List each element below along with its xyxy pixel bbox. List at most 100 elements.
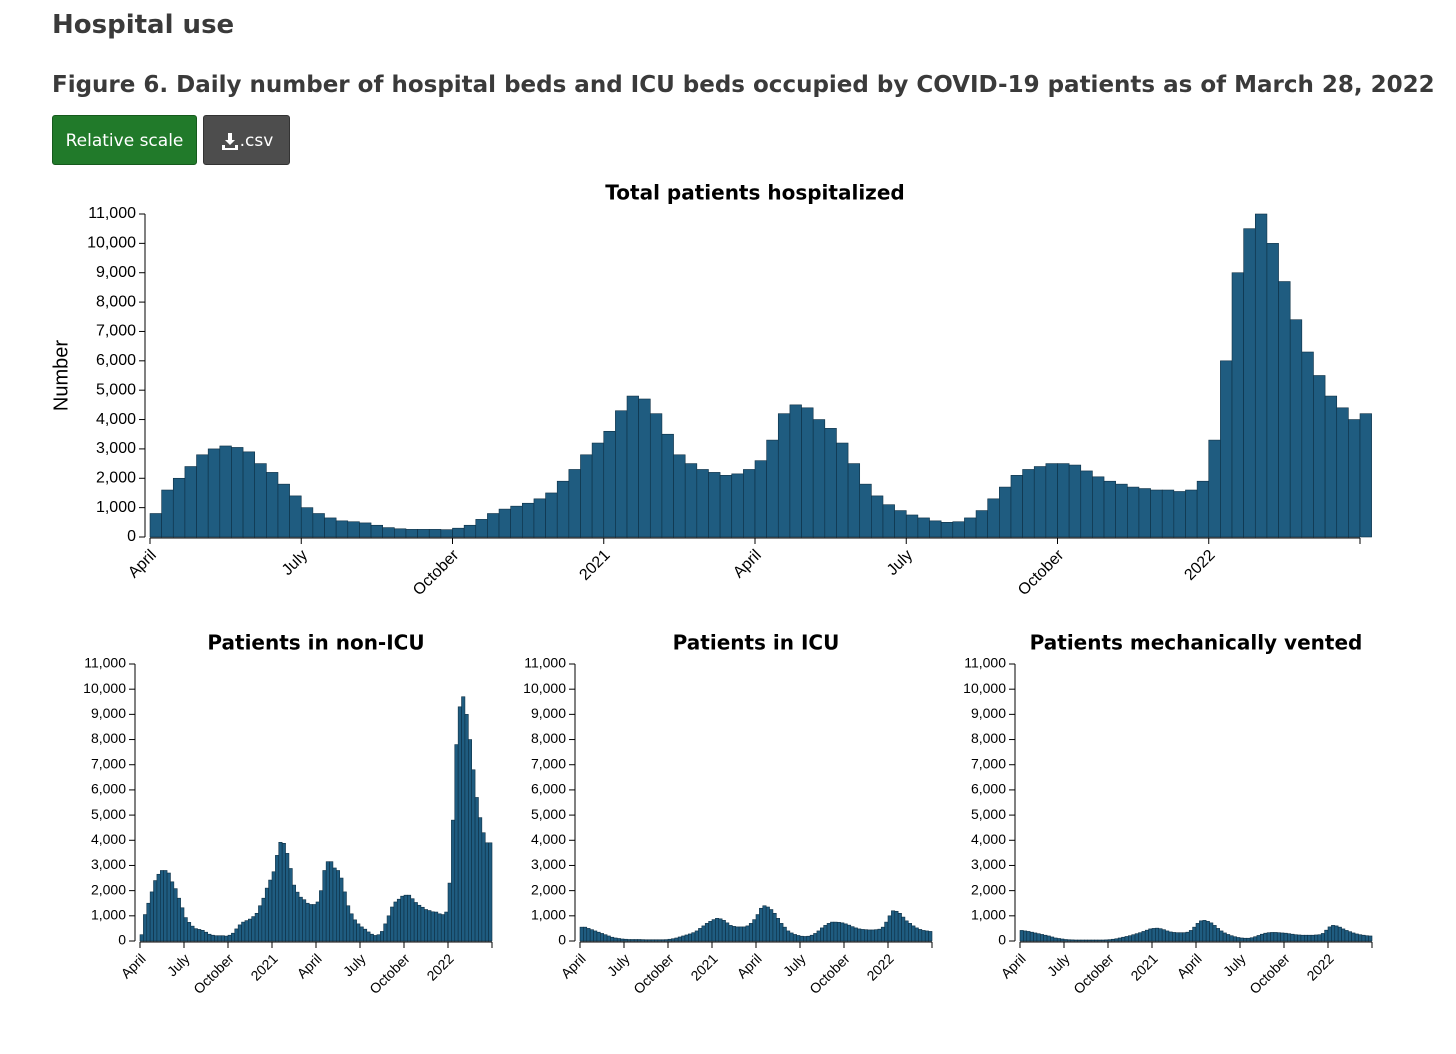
bar [1231, 272, 1244, 538]
bar [654, 939, 659, 942]
bar [1334, 925, 1339, 942]
bar [1341, 928, 1346, 942]
bar [661, 433, 674, 538]
x-tick-label: July [780, 950, 809, 979]
bar [224, 935, 229, 942]
bar [593, 930, 598, 942]
bar [1243, 228, 1256, 538]
bar [711, 919, 716, 942]
y-tick-label: 1,000 [91, 907, 126, 923]
bar [694, 930, 699, 942]
bar [403, 894, 408, 942]
bar [1293, 934, 1298, 942]
bar [884, 921, 889, 942]
bar [586, 928, 591, 942]
bar [1053, 937, 1058, 942]
bar [1063, 939, 1068, 942]
bar [596, 931, 601, 942]
bar [620, 938, 625, 942]
bar [484, 842, 489, 942]
bar [231, 932, 236, 942]
bar [339, 877, 344, 942]
bar [440, 529, 453, 538]
bar [1068, 464, 1082, 538]
bar [434, 911, 439, 942]
y-tick-label: 4,000 [91, 831, 126, 847]
bar [363, 928, 368, 942]
bar [227, 934, 232, 942]
bar [244, 920, 249, 942]
bar [176, 897, 181, 942]
bar [204, 931, 208, 942]
y-tick-label: 3,000 [531, 856, 566, 872]
bar [871, 495, 884, 538]
csv-button[interactable]: .csv [203, 115, 290, 165]
bar [217, 935, 222, 942]
y-tick-label: 9,000 [96, 264, 136, 281]
csv-label: .csv [239, 131, 274, 151]
bar [1175, 932, 1180, 942]
y-tick-label: 4,000 [971, 831, 1006, 847]
bar [708, 921, 713, 942]
bar [444, 911, 449, 942]
bar [1276, 932, 1281, 942]
bar [803, 936, 808, 942]
bar [796, 935, 801, 942]
bar [1351, 932, 1356, 942]
chart-title: Patients mechanically vented [1030, 631, 1363, 655]
bar [1317, 934, 1322, 942]
bar [725, 922, 730, 942]
bar [719, 475, 733, 538]
bar [1310, 934, 1315, 942]
bar [234, 928, 239, 942]
bar [1172, 932, 1176, 942]
bar [1301, 351, 1314, 538]
bar [196, 454, 209, 538]
bar [342, 891, 347, 942]
bar [413, 902, 418, 942]
bar [1246, 937, 1251, 942]
bar [754, 460, 767, 538]
bar [1280, 932, 1285, 942]
bar [704, 923, 709, 942]
bar [583, 926, 588, 942]
bar [964, 517, 977, 538]
bar [999, 486, 1012, 538]
bar [882, 504, 895, 538]
bar [1070, 939, 1075, 942]
bar [1196, 480, 1210, 538]
bar [187, 922, 192, 942]
bar [792, 934, 797, 942]
bar [637, 939, 642, 942]
bar [616, 938, 621, 942]
y-tick-label: 3,000 [971, 856, 1006, 872]
bar [874, 929, 879, 942]
bar [864, 929, 868, 942]
x-tick-label: April [1174, 950, 1205, 981]
bar [952, 521, 965, 538]
bar [428, 529, 442, 538]
y-tick-label: 11,000 [84, 655, 126, 671]
bar [298, 896, 303, 942]
bar [688, 933, 692, 942]
bar [1168, 931, 1173, 942]
bar [356, 923, 361, 942]
bar [1103, 480, 1116, 538]
x-tick-label: October [366, 950, 413, 997]
x-tick-label: October [190, 950, 237, 997]
bar [359, 522, 372, 538]
relative-scale-button[interactable]: Relative scale [52, 115, 197, 165]
bar [545, 492, 558, 538]
bar [329, 861, 334, 942]
bar [975, 510, 988, 538]
y-tick-label: 9,000 [531, 705, 566, 721]
bar [1067, 939, 1072, 942]
y-tick-label: 10,000 [87, 235, 136, 252]
bar [420, 906, 425, 942]
x-tick-label: October [410, 546, 463, 599]
bar [613, 937, 618, 942]
bar [242, 451, 256, 538]
bar [677, 936, 682, 942]
bar [533, 498, 546, 538]
bar [1155, 927, 1160, 942]
